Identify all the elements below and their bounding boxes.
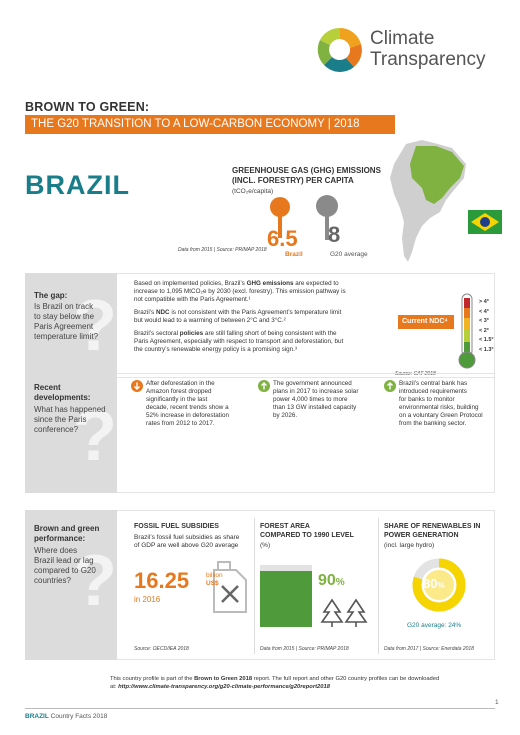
ghg-g20-value: 8: [328, 222, 341, 247]
arrow-up-icon: [258, 380, 270, 392]
recent-item-deforestation: After deforestation in the Amazon forest…: [146, 380, 229, 427]
person-brazil-icon: [270, 197, 290, 238]
gap-side-question: Is Brazil on track to stay below the Par…: [34, 302, 99, 341]
footer-divider: [25, 708, 495, 709]
question-mark-icon: ?: [73, 286, 117, 366]
question-mark-icon: ?: [73, 396, 117, 476]
arrow-up-icon: [384, 380, 396, 392]
forest-value: 90%: [318, 572, 345, 589]
fuel-canister-icon: [213, 561, 247, 613]
renewables-value: 80%: [423, 576, 445, 591]
ghg-g20-label: G20 average: [330, 251, 368, 258]
gap-sidebar: ? The gap: Is Brazil on track to stay be…: [25, 273, 117, 378]
renewables-donut: [412, 558, 466, 612]
footer-label: BRAZIL Country Facts 2018: [25, 713, 108, 720]
performance-side-question: Where does Brazil lead or lag compared t…: [34, 546, 96, 585]
gap-text: Based on implemented policies, Brazil’s …: [134, 280, 346, 353]
report-title: BROWN TO GREEN:: [25, 100, 150, 114]
divider: [254, 518, 255, 654]
report-subtitle-bar: THE G20 TRANSITION TO A LOW-CARBON ECONO…: [25, 115, 395, 134]
temperature-scale: > 4° < 4° < 3° < 2° < 1.5° < 1.3°: [479, 299, 494, 353]
fossil-subtitle: Brazil’s fossil fuel subsidies as share …: [134, 534, 240, 549]
fossil-title: FOSSIL FUEL SUBSIDIES: [134, 523, 219, 530]
logo-text: Climate Transparency: [370, 28, 486, 70]
renewables-g20: G20 average: 24%: [407, 622, 462, 629]
arrow-down-icon: [131, 380, 143, 392]
performance-side-title: Brown and green performance:: [34, 524, 100, 543]
page-number: 1: [495, 699, 499, 706]
recent-sidebar: ? Recent developments: What has happened…: [25, 373, 117, 493]
brazil-flag-icon: [468, 210, 502, 234]
ghg-title: GREENHOUSE GAS (GHG) EMISSIONS (INCL. FO…: [232, 166, 381, 185]
renewables-subtitle: (incl. large hydro): [384, 542, 435, 549]
gap-source: Source: CAT 2018: [395, 371, 436, 377]
thermometer-icon: [458, 293, 476, 369]
renewables-title: SHARE OF RENEWABLES IN POWER GENERATION: [384, 523, 481, 539]
ghg-brazil-label: Brazil: [285, 251, 303, 258]
forest-bar: [260, 565, 312, 627]
recent-item-central-bank: Brazil’s central bank has introduced req…: [399, 380, 483, 427]
fossil-value: 16.25: [134, 568, 190, 593]
fossil-year: in 2016: [134, 595, 161, 604]
fossil-source: Source: OECD/IEA 2018: [134, 646, 189, 652]
divider: [378, 518, 379, 654]
country-name: BRAZIL: [25, 170, 130, 200]
recent-item-solar: The government announced plans in 2017 t…: [273, 380, 359, 419]
forest-title: FOREST AREA COMPARED TO 1990 LEVEL: [260, 523, 354, 539]
forest-bar-fill: [260, 571, 312, 627]
report-link[interactable]: http://www.climate-transparency.org/g20-…: [118, 684, 330, 690]
south-america-map-icon: [390, 140, 466, 262]
forest-unit: (%): [260, 542, 271, 549]
fossil-unit: billion US$: [206, 572, 223, 587]
ndc-badge: Current NDC⁴: [398, 315, 454, 329]
climate-transparency-logo-icon: [317, 27, 362, 72]
footer-note: This country profile is part of the Brow…: [110, 676, 440, 690]
forest-source: Data from 2015 | Source: PRIMAP 2018: [260, 646, 349, 652]
person-g20-icon: [316, 195, 338, 240]
ghg-source: Data from 2015 | Source: PRIMAP 2018: [178, 247, 267, 253]
renewables-source: Data from 2017 | Source: Enerdata 2018: [384, 646, 474, 652]
ghg-unit: (tCO₂e/capita): [232, 188, 274, 195]
trees-icon: [320, 598, 368, 627]
recent-side-title: Recent developments:: [34, 383, 91, 402]
question-mark-icon: ?: [73, 541, 117, 621]
recent-side-question: What has happened since the Paris confer…: [34, 405, 106, 434]
performance-sidebar: ? Brown and green performance: Where doe…: [25, 510, 117, 660]
gap-side-title: The gap:: [34, 291, 68, 300]
ghg-brazil-value: 6.5: [267, 226, 298, 251]
